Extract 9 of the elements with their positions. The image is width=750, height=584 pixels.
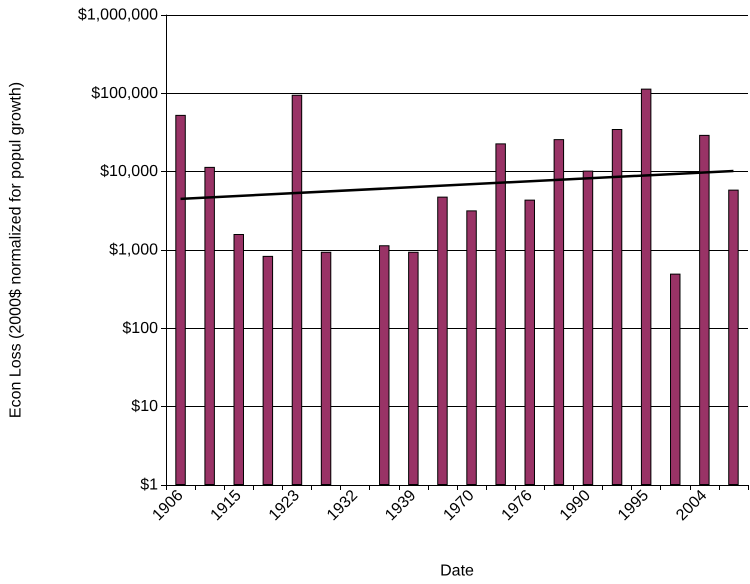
y-tick-label: $1,000,000: [78, 6, 158, 24]
y-tick-label: $10,000: [100, 163, 158, 180]
y-tick-label: $1,000: [109, 242, 158, 258]
y-tick-label: $100: [122, 320, 158, 337]
x-axis-title: Date: [440, 562, 474, 580]
y-tick-label: $10: [131, 398, 158, 416]
y-tick-label: $100,000: [91, 84, 158, 102]
y-axis-title: Econ Loss (2000$ normalized for popul growth): [8, 82, 24, 418]
y-tick-label: $1: [140, 476, 158, 494]
